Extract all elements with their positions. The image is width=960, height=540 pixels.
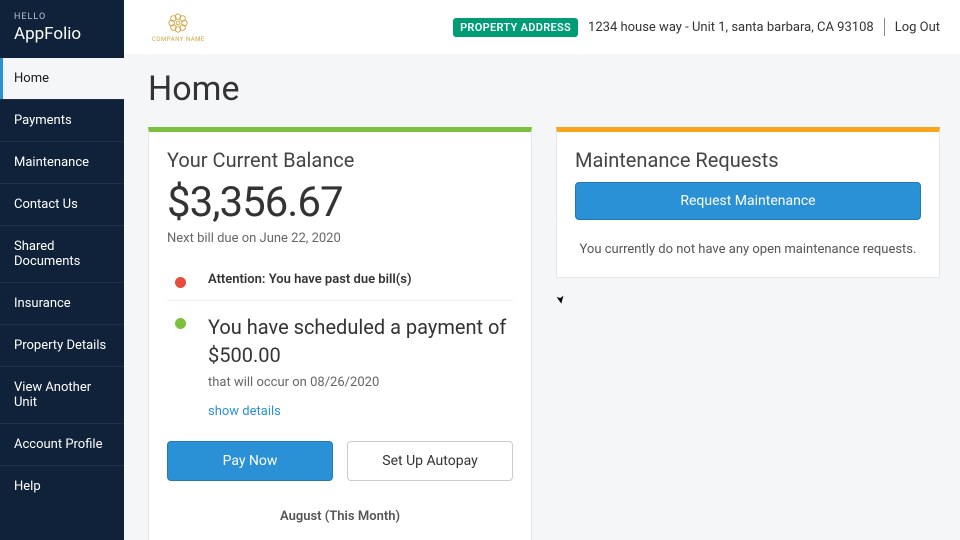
alert-dot-icon xyxy=(175,318,186,329)
pay-now-button[interactable]: Pay Now xyxy=(167,441,333,481)
month-label: August (This Month) xyxy=(167,509,513,524)
alert-past-due: Attention: You have past due bill(s) xyxy=(167,260,513,301)
topbar: COMPANY NAME PROPERTY ADDRESS 1234 house… xyxy=(124,0,960,54)
past-due-text: Attention: You have past due bill(s) xyxy=(208,272,412,287)
flower-icon xyxy=(167,12,189,34)
sidebar: HELLO AppFolio Home Payments Maintenance… xyxy=(0,0,124,540)
show-details-link[interactable]: show details xyxy=(208,404,281,419)
balance-card: Your Current Balance $3,356.67 Next bill… xyxy=(148,127,532,540)
company-logo: COMPANY NAME xyxy=(152,12,205,43)
app-name: AppFolio xyxy=(0,22,124,58)
request-maintenance-button[interactable]: Request Maintenance xyxy=(575,182,921,220)
sidebar-item-payments[interactable]: Payments xyxy=(0,99,124,141)
page-title: Home xyxy=(148,69,940,109)
scheduled-payment-text: You have scheduled a payment of $500.00 xyxy=(208,313,509,369)
balance-title: Your Current Balance xyxy=(167,148,513,172)
maintenance-title: Maintenance Requests xyxy=(575,148,921,172)
maintenance-card: Maintenance Requests Request Maintenance… xyxy=(556,127,940,278)
property-address: 1234 house way - Unit 1, santa barbara, … xyxy=(588,20,874,35)
sidebar-item-shared-documents[interactable]: Shared Documents xyxy=(0,225,124,282)
logout-link[interactable]: Log Out xyxy=(895,20,940,35)
company-name: COMPANY NAME xyxy=(152,36,205,43)
sidebar-item-insurance[interactable]: Insurance xyxy=(0,282,124,324)
next-bill: Next bill due on June 22, 2020 xyxy=(167,231,513,246)
sidebar-nav: Home Payments Maintenance Contact Us Sha… xyxy=(0,58,124,507)
scheduled-payment-date: that will occur on 08/26/2020 xyxy=(208,375,509,390)
topbar-right: PROPERTY ADDRESS 1234 house way - Unit 1… xyxy=(453,18,940,37)
sidebar-item-account-profile[interactable]: Account Profile xyxy=(0,423,124,465)
content: Home Your Current Balance $3,356.67 Next… xyxy=(124,54,960,540)
divider xyxy=(884,18,885,36)
sidebar-item-property-details[interactable]: Property Details xyxy=(0,324,124,366)
alert-scheduled-payment: You have scheduled a payment of $500.00 … xyxy=(167,301,513,431)
property-address-badge: PROPERTY ADDRESS xyxy=(453,18,578,37)
balance-amount: $3,356.67 xyxy=(167,178,513,227)
greeting-label: HELLO xyxy=(0,0,124,22)
maintenance-empty-text: You currently do not have any open maint… xyxy=(575,242,921,257)
sidebar-item-view-another-unit[interactable]: View Another Unit xyxy=(0,366,124,423)
setup-autopay-button[interactable]: Set Up Autopay xyxy=(347,441,513,481)
sidebar-item-maintenance[interactable]: Maintenance xyxy=(0,141,124,183)
sidebar-item-help[interactable]: Help xyxy=(0,465,124,507)
sidebar-item-home[interactable]: Home xyxy=(0,58,124,99)
main: COMPANY NAME PROPERTY ADDRESS 1234 house… xyxy=(124,0,960,540)
alert-dot-icon xyxy=(175,277,186,288)
sidebar-item-contact-us[interactable]: Contact Us xyxy=(0,183,124,225)
